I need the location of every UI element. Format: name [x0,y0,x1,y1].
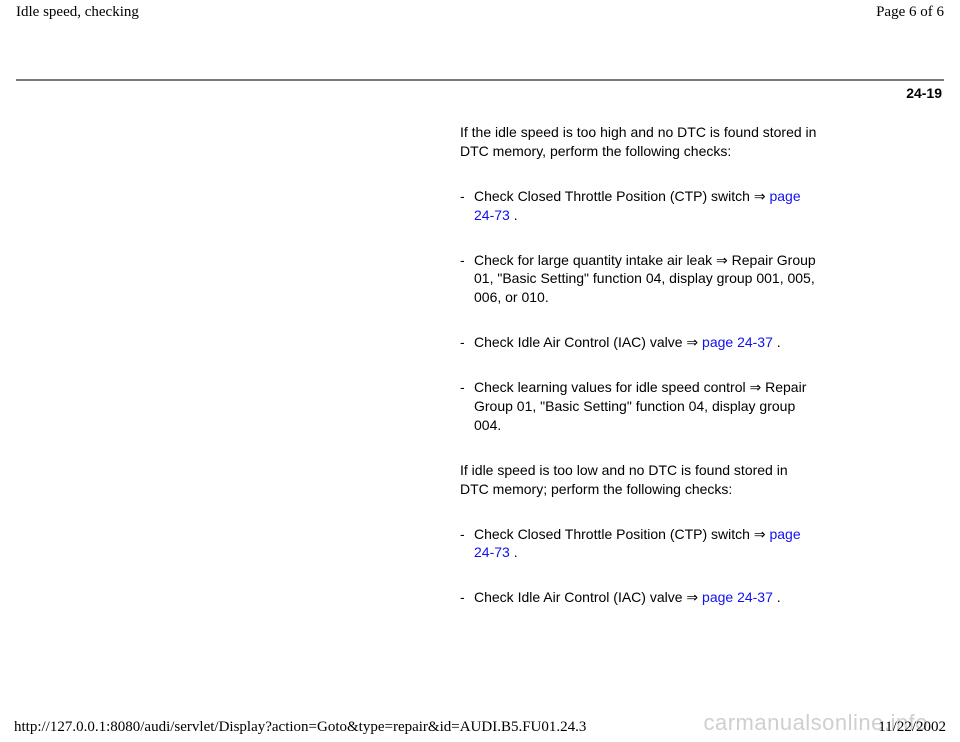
footer-url: http://127.0.0.1:8080/audi/servlet/Displ… [14,719,586,736]
item-body: Check Closed Throttle Position (CTP) swi… [474,525,820,563]
item-text-post: . [773,589,781,605]
header-title: Idle speed, checking [16,4,139,21]
dash-icon: - [460,378,474,435]
dash-icon: - [460,251,474,308]
list-item: - Check learning values for idle speed c… [460,378,820,435]
intro-low-speed: If idle speed is too low and no DTC is f… [460,461,820,499]
item-text-pre: Check Closed Throttle Position (CTP) swi… [474,188,769,204]
content-block: If the idle speed is too high and no DTC… [460,123,820,607]
footer-line: http://127.0.0.1:8080/audi/servlet/Displ… [14,719,946,736]
item-body: Check Closed Throttle Position (CTP) swi… [474,187,820,225]
page-container: Idle speed, checking Page 6 of 6 24-19 I… [0,0,960,742]
page-header: Idle speed, checking Page 6 of 6 [0,0,960,21]
page-link[interactable]: page 24-37 [702,334,773,350]
dash-icon: - [460,333,474,352]
item-text-pre: Check Idle Air Control (IAC) valve ⇒ [474,589,702,605]
page-link[interactable]: page 24-37 [702,589,773,605]
dash-icon: - [460,588,474,607]
item-text-pre: Check learning values for idle speed con… [474,379,806,433]
list-item: - Check Closed Throttle Position (CTP) s… [460,187,820,225]
item-body: Check for large quantity intake air leak… [474,251,820,308]
item-body: Check Idle Air Control (IAC) valve ⇒ pag… [474,588,820,607]
item-text-post: . [510,544,518,560]
list-item: - Check Idle Air Control (IAC) valve ⇒ p… [460,333,820,352]
item-text-pre: Check for large quantity intake air leak… [474,252,816,306]
list-item: - Check for large quantity intake air le… [460,251,820,308]
item-text-post: . [510,207,518,223]
item-body: Check Idle Air Control (IAC) valve ⇒ pag… [474,333,820,352]
item-text-post: . [773,334,781,350]
item-text-pre: Check Closed Throttle Position (CTP) swi… [474,526,769,542]
dash-icon: - [460,187,474,225]
page-reference-number: 24-19 [0,81,960,101]
item-body: Check learning values for idle speed con… [474,378,820,435]
footer-date: 11/22/2002 [878,719,946,736]
item-text-pre: Check Idle Air Control (IAC) valve ⇒ [474,334,702,350]
page-footer: http://127.0.0.1:8080/audi/servlet/Displ… [0,719,960,742]
list-item: - Check Closed Throttle Position (CTP) s… [460,525,820,563]
intro-high-speed: If the idle speed is too high and no DTC… [460,123,820,161]
list-item: - Check Idle Air Control (IAC) valve ⇒ p… [460,588,820,607]
header-page-counter: Page 6 of 6 [876,4,944,21]
dash-icon: - [460,525,474,563]
